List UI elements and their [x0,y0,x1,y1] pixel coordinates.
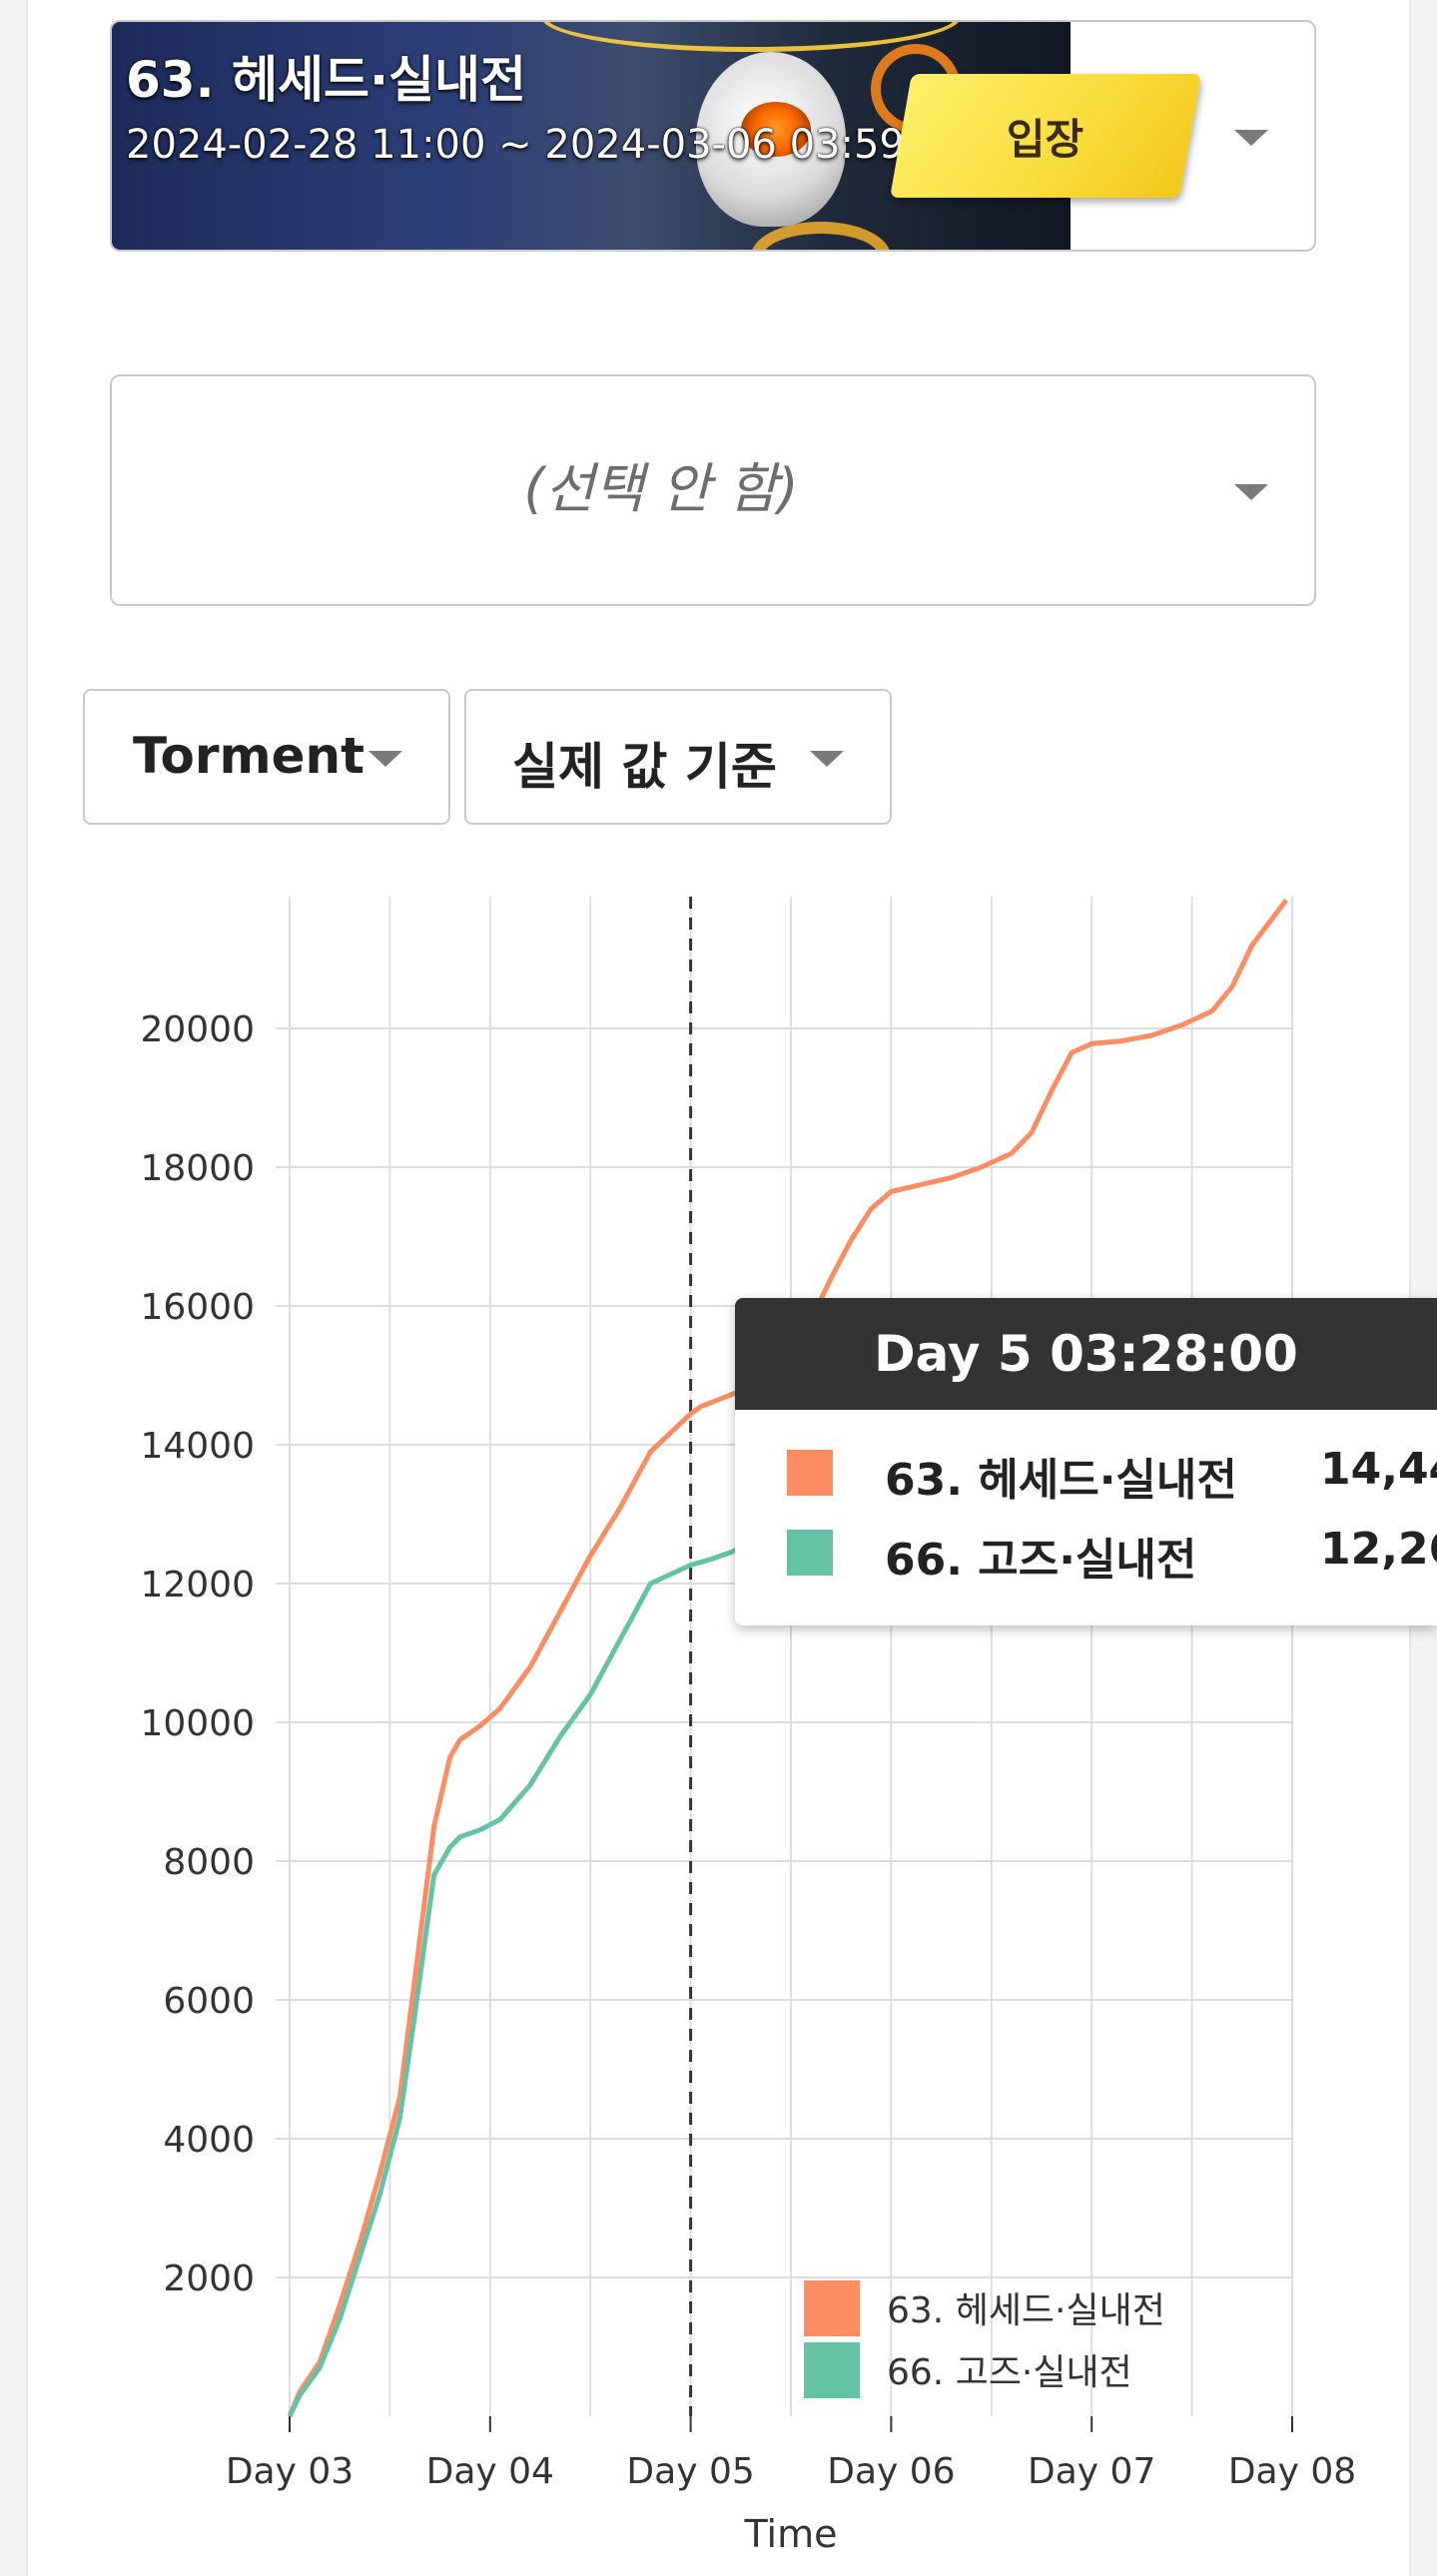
x-axis: Day 03 Day 04 Day 05 Day 06 Day 07 Day 08 [226,2416,1356,2492]
horizontal-gridlines [276,1027,1292,2279]
chart-legend[interactable]: 63. 헤세드·실내전 66. 고즈·실내전 [804,2280,1165,2398]
tooltip-series-name: 66. 고즈·실내전 [885,1535,1197,1586]
series-lines [287,898,1288,2418]
tooltip-swatch [787,1530,833,1576]
value-mode-value: 실제 값 기준 [512,738,777,796]
compare-placeholder: (선택 안 함) [523,457,799,520]
boss-portrait-eye [741,102,811,157]
legend-swatch [804,2342,860,2398]
compare-raid-select[interactable]: (선택 안 함) [110,374,1316,606]
y-tick-label: 6000 [163,1981,255,2022]
chevron-down-icon [368,751,402,767]
y-tick-label: 10000 [140,1703,255,1744]
difficulty-value: Torment [133,727,364,785]
chart-tooltip: Day 5 03:28:00 63. 헤세드·실내전 14,445 66. 고즈… [735,1298,1437,1625]
raid-title: 63. 헤세드·실내전 [126,51,526,109]
legend-label[interactable]: 66. 고즈·실내전 [887,2352,1132,2393]
tooltip-series-value: 12,266 [1320,1524,1437,1575]
tooltip-title: Day 5 03:28:00 [735,1298,1437,1410]
tooltip-series-value: 14,445 [1320,1444,1437,1495]
y-tick-label: 16000 [140,1287,255,1328]
chevron-down-icon [810,751,844,767]
chevron-down-icon[interactable] [1234,130,1268,146]
y-tick-label: 14000 [140,1426,255,1467]
x-tick-label: Day 07 [1028,2451,1155,2492]
value-mode-dropdown[interactable]: 실제 값 기준 [464,689,892,825]
vertical-gridlines [289,897,1293,2416]
y-tick-label: 18000 [140,1148,255,1189]
series-line [287,1545,742,2418]
difficulty-dropdown[interactable]: Torment [83,689,450,825]
y-tick-label: 12000 [140,1565,255,1606]
x-tick-label: Day 06 [827,2451,955,2492]
y-tick-label: 4000 [163,2120,255,2161]
series-line [287,898,1288,2417]
y-tick-label: 20000 [140,1009,255,1050]
legend-swatch [804,2280,860,2336]
y-tick-label: 2000 [163,2258,255,2299]
x-tick-label: Day 03 [226,2451,354,2492]
tooltip-swatch [787,1450,833,1496]
tooltip-series-name: 63. 헤세드·실내전 [885,1455,1237,1506]
legend-label[interactable]: 63. 헤세드·실내전 [887,2290,1165,2331]
raid-dates: 2024-02-28 11:00 ~ 2024-03-06 03:59 [126,122,905,168]
y-tick-label: 8000 [163,1842,255,1883]
chevron-down-icon[interactable] [1234,484,1268,500]
x-tick-label: Day 05 [626,2451,754,2492]
raid-select[interactable]: 63. 헤세드·실내전 2024-02-28 11:00 ~ 2024-03-0… [110,20,1316,252]
x-tick-label: Day 04 [426,2451,554,2492]
x-axis-title: Time [744,2512,838,2556]
x-tick-label: Day 08 [1228,2451,1356,2492]
y-axis-labels: 2000 4000 6000 8000 10000 12000 14000 16000 1800… [140,1009,255,2299]
